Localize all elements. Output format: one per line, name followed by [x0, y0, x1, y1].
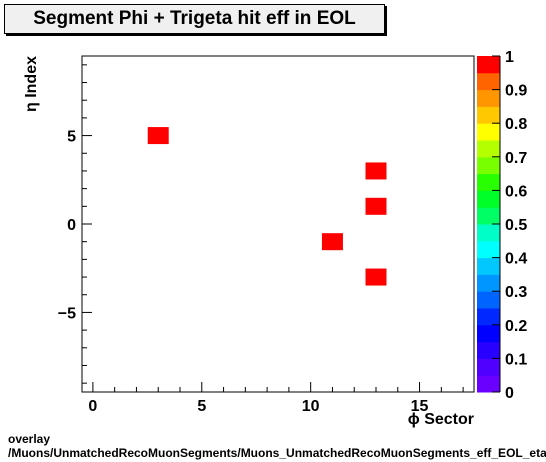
y-axis-label: η Index — [23, 56, 40, 112]
colorbar-tick-label: 0.2 — [505, 318, 527, 335]
cells-layer — [147, 127, 387, 286]
x-axis-label: ϕ Sector — [408, 411, 474, 428]
colorbar-band — [477, 375, 500, 393]
footer-overlay: overlay — [8, 432, 51, 446]
colorbar-band — [477, 291, 500, 309]
colorbar-tick-label: 0.9 — [505, 83, 527, 100]
colorbar-tick-label: 0.3 — [505, 284, 527, 301]
colorbar-band — [477, 173, 500, 191]
heatmap-cell-3 — [321, 233, 343, 251]
colorbar-band — [477, 190, 500, 208]
colorbar-band — [477, 123, 500, 141]
colorbar-band — [477, 274, 500, 292]
colorbar-band — [477, 341, 500, 359]
colorbar-band — [477, 140, 500, 158]
colorbar-band — [477, 106, 500, 124]
heatmap-cell-2 — [365, 197, 387, 215]
y-tick-label: 0 — [67, 217, 76, 234]
colorbar-tick-label: 0 — [505, 385, 514, 402]
heatmap-cell-1 — [365, 162, 387, 180]
colorbar-band — [477, 89, 500, 107]
heatmap-cell-0 — [147, 127, 169, 145]
x-tick-label: 10 — [302, 398, 320, 415]
colorbar-tick-label: 0.1 — [505, 351, 527, 368]
x-tick-label: 0 — [88, 398, 97, 415]
colorbar-band — [477, 358, 500, 376]
plot-frame — [81, 55, 475, 393]
heatmap-cell-4 — [365, 268, 387, 286]
x-tick-label: 15 — [411, 398, 429, 415]
footer-path: /Muons/UnmatchedRecoMuonSegments/Muons_U… — [8, 446, 546, 460]
colorbar-band — [477, 308, 500, 326]
colorbar-tick-label: 0.4 — [505, 251, 527, 268]
colorbar-band — [477, 224, 500, 242]
chart-title-box: Segment Phi + Trigeta hit eff in EOL — [4, 4, 385, 34]
y-tick-label: 5 — [67, 129, 76, 146]
colorbar-tick-label: 0.7 — [505, 150, 527, 167]
axes-layer: 0 5 10 15 −5 0 5 — [58, 64, 464, 415]
colorbar: 0 0.1 0.2 0.3 0.4 0.5 0.6 0.7 0.8 0.9 1 — [477, 49, 527, 402]
colorbar-band — [477, 257, 500, 275]
colorbar-band — [477, 72, 500, 91]
colorbar-band — [477, 207, 500, 225]
colorbar-tick-label: 1 — [505, 49, 514, 66]
colorbar-band — [477, 240, 500, 259]
colorbar-tick-label: 0.5 — [505, 217, 527, 234]
colorbar-band — [477, 56, 500, 74]
x-tick-label: 5 — [197, 398, 206, 415]
colorbar-tick-label: 0.6 — [505, 183, 527, 200]
colorbar-band — [477, 156, 500, 175]
colorbar-tick-label: 0.8 — [505, 116, 527, 133]
chart-title: Segment Phi + Trigeta hit eff in EOL — [33, 8, 356, 29]
y-tick-label: −5 — [58, 305, 76, 322]
colorbar-band — [477, 324, 500, 343]
